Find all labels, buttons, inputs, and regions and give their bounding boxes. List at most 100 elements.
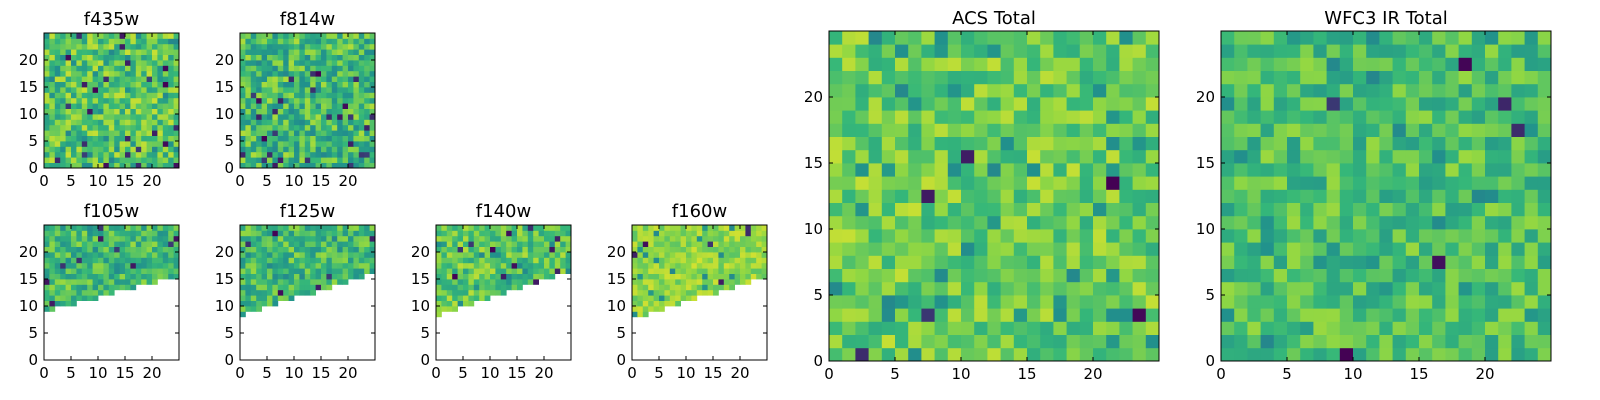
heatmap-cell bbox=[987, 163, 1001, 177]
heatmap-cell bbox=[987, 149, 1001, 164]
heatmap-cell bbox=[1392, 31, 1407, 45]
heatmap-cell bbox=[60, 114, 66, 120]
heatmap-cell bbox=[141, 151, 147, 158]
heatmap-cell bbox=[1119, 57, 1133, 71]
heatmap-cell bbox=[1040, 347, 1054, 362]
heatmap-cell bbox=[1273, 83, 1288, 98]
heatmap-cell bbox=[294, 289, 300, 296]
heatmap-cell bbox=[141, 49, 147, 55]
heatmap-cell bbox=[54, 289, 61, 296]
heatmap-cell bbox=[549, 268, 556, 274]
heatmap-cell bbox=[1366, 281, 1380, 296]
heatmap-cell bbox=[1392, 347, 1407, 362]
heatmap-cell bbox=[299, 97, 306, 104]
heatmap-cell bbox=[108, 97, 115, 104]
heatmap-cell bbox=[632, 295, 638, 301]
heatmap-cell bbox=[664, 235, 671, 242]
heatmap-cell bbox=[1000, 242, 1015, 256]
heatmap-cell bbox=[565, 230, 572, 237]
heatmap-cell bbox=[1027, 268, 1041, 283]
heatmap-cell bbox=[1053, 321, 1067, 335]
heatmap-cell bbox=[1079, 255, 1094, 269]
heatmap-cell bbox=[653, 225, 660, 231]
heatmap-cell bbox=[908, 176, 922, 190]
heatmap-cell bbox=[713, 252, 719, 258]
heatmap-cell bbox=[240, 268, 246, 274]
heatmap-cell bbox=[680, 225, 687, 231]
heatmap-cell bbox=[157, 97, 164, 104]
heatmap-cell bbox=[1313, 268, 1327, 283]
heatmap-cell bbox=[538, 246, 545, 253]
heatmap-cell bbox=[1273, 44, 1288, 58]
heatmap-cell bbox=[1145, 70, 1160, 85]
heatmap-cell bbox=[364, 230, 370, 237]
heatmap-cell bbox=[1221, 57, 1235, 71]
heatmap-cell bbox=[321, 114, 327, 120]
heatmap-cell bbox=[522, 235, 529, 242]
heatmap-cell bbox=[326, 38, 333, 45]
heatmap-cell bbox=[675, 257, 681, 264]
heatmap-cell bbox=[1366, 31, 1380, 45]
heatmap-cell bbox=[92, 81, 99, 88]
heatmap-cell bbox=[65, 262, 72, 269]
heatmap-cell bbox=[1053, 268, 1067, 283]
heatmap-cell bbox=[463, 241, 469, 247]
heatmap-cell bbox=[141, 273, 147, 280]
heatmap-cell bbox=[103, 81, 110, 88]
heatmap-cell bbox=[723, 279, 730, 285]
heatmap-cell bbox=[81, 38, 88, 45]
heatmap-cell bbox=[1511, 189, 1525, 203]
heatmap-cell bbox=[261, 38, 268, 45]
heatmap-cell bbox=[114, 114, 120, 120]
heatmap-cell bbox=[358, 257, 365, 264]
heatmap-cell bbox=[108, 54, 115, 61]
heatmap-cell bbox=[119, 279, 126, 285]
heatmap-cell bbox=[277, 279, 284, 285]
heatmap-cell bbox=[829, 149, 843, 164]
heatmap-cell bbox=[675, 230, 681, 237]
heatmap-cell bbox=[162, 241, 169, 247]
heatmap-cell bbox=[288, 87, 295, 93]
heatmap-cell bbox=[152, 119, 158, 126]
heatmap-cell bbox=[54, 92, 61, 99]
heatmap-cell bbox=[81, 76, 88, 82]
heatmap-cell bbox=[1079, 123, 1094, 137]
heatmap-cell bbox=[653, 235, 660, 242]
heatmap-cell bbox=[1524, 136, 1539, 151]
heatmap-cell bbox=[315, 257, 322, 264]
heatmap-cell bbox=[337, 114, 343, 120]
heatmap-cell bbox=[342, 70, 349, 77]
heatmap-cell bbox=[261, 146, 268, 153]
heatmap-cell bbox=[141, 103, 147, 109]
heatmap-cell bbox=[348, 92, 354, 99]
heatmap-cell bbox=[1300, 242, 1314, 256]
heatmap-cell bbox=[696, 268, 703, 274]
heatmap-cell bbox=[756, 225, 762, 231]
heatmap-cell bbox=[1079, 308, 1094, 322]
heatmap-cell bbox=[1027, 44, 1041, 58]
heatmap-cell bbox=[868, 136, 883, 151]
heatmap-cell bbox=[141, 135, 147, 142]
heatmap-cell bbox=[315, 124, 322, 131]
heatmap-cell bbox=[1260, 321, 1275, 335]
heatmap-cell bbox=[1234, 215, 1248, 230]
y-tick-label: 5 bbox=[813, 286, 823, 304]
heatmap-cell bbox=[842, 189, 856, 203]
heatmap-cell bbox=[1326, 242, 1341, 256]
heatmap-cell bbox=[1392, 334, 1407, 349]
heatmap-cell bbox=[54, 108, 61, 115]
heatmap-cell bbox=[1313, 97, 1327, 111]
heatmap-cell bbox=[337, 225, 343, 231]
heatmap-cell bbox=[342, 230, 349, 237]
heatmap-cell bbox=[1013, 308, 1028, 322]
heatmap-cell bbox=[1300, 110, 1314, 124]
heatmap-cell bbox=[1119, 308, 1133, 322]
heatmap-cell bbox=[87, 54, 93, 61]
heatmap-cell bbox=[1093, 123, 1107, 137]
heatmap-cell bbox=[125, 108, 131, 115]
heatmap-cell bbox=[125, 97, 131, 104]
heatmap-cell bbox=[65, 70, 72, 77]
heatmap-cell bbox=[294, 130, 300, 136]
heatmap-cell bbox=[157, 108, 164, 115]
heatmap-cell bbox=[987, 83, 1001, 98]
